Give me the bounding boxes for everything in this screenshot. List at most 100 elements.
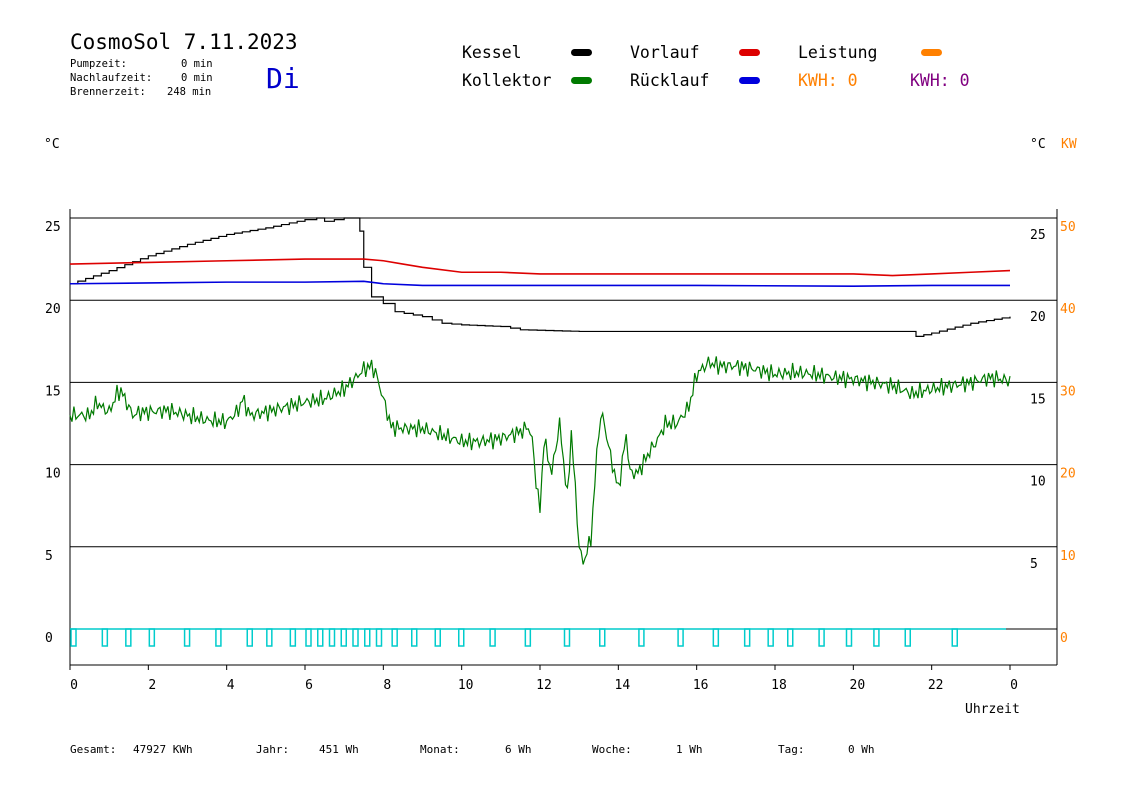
pump-pulse-16: [391, 628, 398, 647]
pump-pulse-4: [183, 628, 191, 647]
x-tick-label-1: 2: [148, 678, 156, 693]
y-tick-left-0: 0: [45, 631, 53, 646]
pump-pulse-10: [317, 628, 324, 647]
series-line-kollektor: [69, 356, 1011, 565]
footer-woche-label: Woche:: [592, 743, 632, 756]
x-tick-label-5: 10: [458, 678, 474, 693]
pump-pulse-19: [458, 628, 465, 647]
legend-vorlauf-label: Vorlauf: [630, 43, 700, 62]
pump-pulse-0: [70, 628, 77, 647]
footer-monat-label: Monat:: [420, 743, 460, 756]
pump-pulse-11: [328, 628, 336, 647]
footer-tag-label: Tag:: [778, 743, 805, 756]
right-axis-unit-kw: KW: [1061, 137, 1077, 152]
pump-pulse-34: [951, 628, 958, 647]
y-tick-right-15: 15: [1030, 392, 1046, 407]
pumpzeit-label: Pumpzeit:: [70, 58, 127, 70]
y-tick-right-25: 25: [1030, 228, 1046, 243]
chart-title: CosmoSol 7.11.2023: [70, 30, 298, 54]
y-tick-left-15: 15: [45, 384, 61, 399]
footer-jahr-value: 451 Wh: [319, 743, 359, 756]
pump-pulse-12: [340, 628, 347, 647]
pump-pulse-23: [599, 628, 606, 647]
pump-pulse-3: [148, 628, 156, 647]
pump-pulse-2: [125, 628, 132, 647]
pump-pulse-14: [364, 628, 371, 647]
y2-tick-kw-40: 40: [1060, 302, 1076, 317]
y-tick-left-20: 20: [45, 302, 61, 317]
pump-pulse-9: [305, 628, 312, 647]
legend-kwh-purple: KWH: 0: [910, 71, 970, 90]
pump-pulse-1: [101, 628, 109, 647]
nachlaufzeit-label: Nachlaufzeit:: [70, 72, 153, 84]
x-tick-label-9: 18: [771, 678, 787, 693]
pump-pulse-18: [434, 628, 441, 647]
legend-kessel-label: Kessel: [462, 43, 522, 62]
footer-jahr-label: Jahr:: [256, 743, 290, 756]
pump-pulse-24: [638, 628, 645, 647]
legend-ruecklauf-swatch: [739, 77, 760, 84]
right-axis-unit: °C: [1030, 137, 1046, 152]
left-axis-unit: °C: [44, 137, 60, 152]
pump-pulse-28: [767, 628, 774, 647]
x-tick-label-0: 0: [70, 678, 78, 693]
y2-tick-kw-10: 10: [1060, 549, 1076, 564]
x-axis-label: Uhrzeit: [965, 702, 1020, 717]
x-tick-label-12: 0: [1010, 678, 1018, 693]
weekday-label: Di: [266, 62, 300, 95]
y-tick-left-25: 25: [45, 220, 61, 235]
legend-leistung-label: Leistung: [798, 43, 878, 62]
series-line-ruecklauf: [69, 280, 1010, 288]
pump-pulse-22: [563, 628, 571, 647]
x-tick-label-6: 12: [536, 678, 552, 693]
y-tick-right-10: 10: [1030, 475, 1046, 490]
pump-pulse-6: [246, 628, 253, 647]
footer-woche-value: 1 Wh: [676, 743, 703, 756]
series-line-vorlauf: [69, 258, 1011, 277]
footer-tag-value: 0 Wh: [848, 743, 875, 756]
legend-vorlauf-swatch: [739, 49, 760, 56]
pump-pulse-17: [411, 628, 418, 647]
series-line-kessel: [70, 217, 1011, 337]
pump-pulse-25: [677, 628, 684, 647]
nachlaufzeit-value: 0 min: [181, 72, 213, 84]
pump-pulse-33: [904, 628, 911, 647]
footer-monat-value: 6 Wh: [505, 743, 532, 756]
legend-ruecklauf-label: Rücklauf: [630, 71, 710, 90]
x-tick-label-4: 8: [383, 678, 391, 693]
x-tick-label-11: 22: [928, 678, 944, 693]
pump-pulse-31: [845, 628, 853, 647]
pump-pulse-15: [375, 628, 383, 647]
pumpzeit-value: 0 min: [181, 58, 213, 70]
legend-leistung-swatch: [921, 49, 942, 56]
y-tick-right-5: 5: [1030, 557, 1038, 572]
y2-tick-kw-30: 30: [1060, 384, 1076, 399]
footer-gesamt-value: 47927 KWh: [133, 743, 193, 756]
pump-pulse-27: [743, 628, 751, 647]
x-tick-label-2: 4: [227, 678, 235, 693]
x-tick-label-10: 20: [850, 678, 866, 693]
pump-pulse-21: [524, 628, 532, 647]
y2-tick-kw-50: 50: [1060, 220, 1076, 235]
legend-kollektor-swatch: [571, 77, 592, 84]
x-tick-label-3: 6: [305, 678, 313, 693]
x-tick-label-7: 14: [615, 678, 631, 693]
y-tick-left-10: 10: [45, 467, 61, 482]
y-tick-left-5: 5: [45, 549, 53, 564]
pump-pulse-30: [818, 628, 825, 647]
legend-kollektor-label: Kollektor: [462, 71, 552, 90]
footer-gesamt-label: Gesamt:: [70, 743, 117, 756]
y2-tick-kw-20: 20: [1060, 467, 1076, 482]
y2-tick-kw-0: 0: [1060, 631, 1068, 646]
pump-pulse-13: [352, 628, 359, 647]
pump-pulse-29: [787, 628, 794, 647]
pump-pulse-32: [873, 628, 880, 647]
y-tick-right-20: 20: [1030, 310, 1046, 325]
legend-kessel-swatch: [571, 49, 592, 56]
brennerzeit-value: 248 min: [167, 86, 212, 98]
pump-pulse-5: [215, 628, 222, 647]
pump-pulse-26: [712, 628, 720, 647]
pump-pulse-8: [289, 628, 297, 647]
pump-pulse-7: [266, 628, 273, 647]
